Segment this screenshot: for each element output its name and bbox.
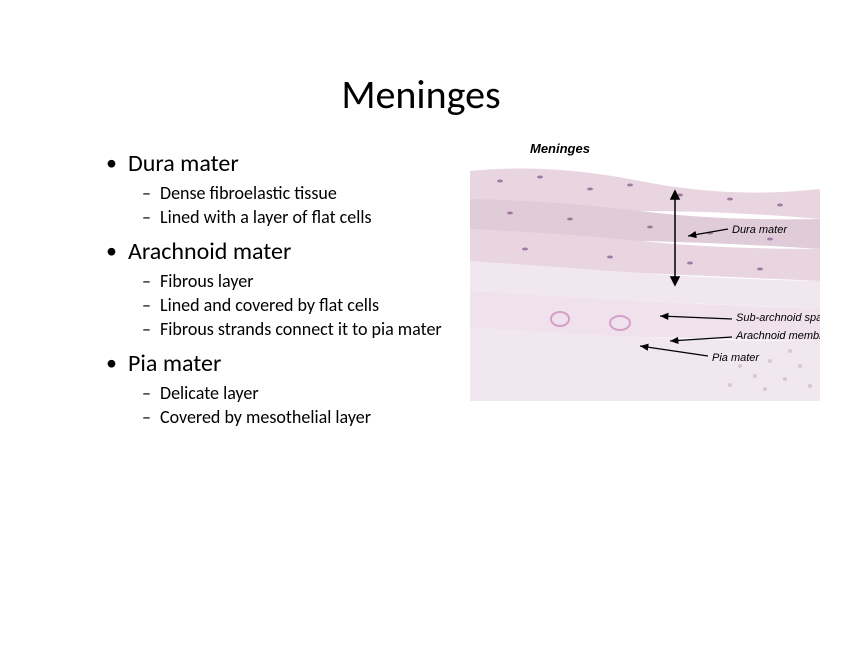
list-item: Pia mater Delicate layer Covered by meso… <box>100 349 460 429</box>
text-column: Dura mater Dense fibroelastic tissue Lin… <box>100 149 460 437</box>
sub-item: Dense fibroelastic tissue <box>128 181 460 205</box>
sub-item: Fibrous layer <box>128 269 460 293</box>
heading-pia: Pia mater <box>128 349 221 378</box>
label-subarachnoid: Sub-archnoid space <box>736 312 820 324</box>
sub-item: Delicate layer <box>128 381 460 405</box>
label-arachnoid-membrane: Arachnoid membrane <box>735 330 820 342</box>
sub-item: Fibrous strands connect it to pia mater <box>128 317 460 341</box>
bullet-list: Dura mater Dense fibroelastic tissue Lin… <box>100 149 460 429</box>
slide: Meninges Dura mater Dense fibroelastic t… <box>0 70 842 666</box>
sub-list: Dense fibroelastic tissue Lined with a l… <box>128 181 460 229</box>
sub-list: Delicate layer Covered by mesothelial la… <box>128 381 460 429</box>
sub-item: Lined with a layer of flat cells <box>128 205 460 229</box>
slide-title: Meninges <box>0 70 842 119</box>
sub-list: Fibrous layer Lined and covered by flat … <box>128 269 460 341</box>
heading-dura: Dura mater <box>128 149 239 178</box>
heading-arachnoid: Arachnoid mater <box>128 237 291 266</box>
histology-diagram: Meninges <box>470 141 820 401</box>
label-dura: Dura mater <box>732 224 788 236</box>
list-item: Dura mater Dense fibroelastic tissue Lin… <box>100 149 460 229</box>
content-area: Dura mater Dense fibroelastic tissue Lin… <box>0 149 842 437</box>
sub-item: Lined and covered by flat cells <box>128 293 460 317</box>
sub-item: Covered by mesothelial layer <box>128 405 460 429</box>
image-column: Meninges <box>460 149 802 437</box>
list-item: Arachnoid mater Fibrous layer Lined and … <box>100 237 460 341</box>
label-pia: Pia mater <box>712 352 760 364</box>
diagram-title: Meninges <box>530 141 590 156</box>
